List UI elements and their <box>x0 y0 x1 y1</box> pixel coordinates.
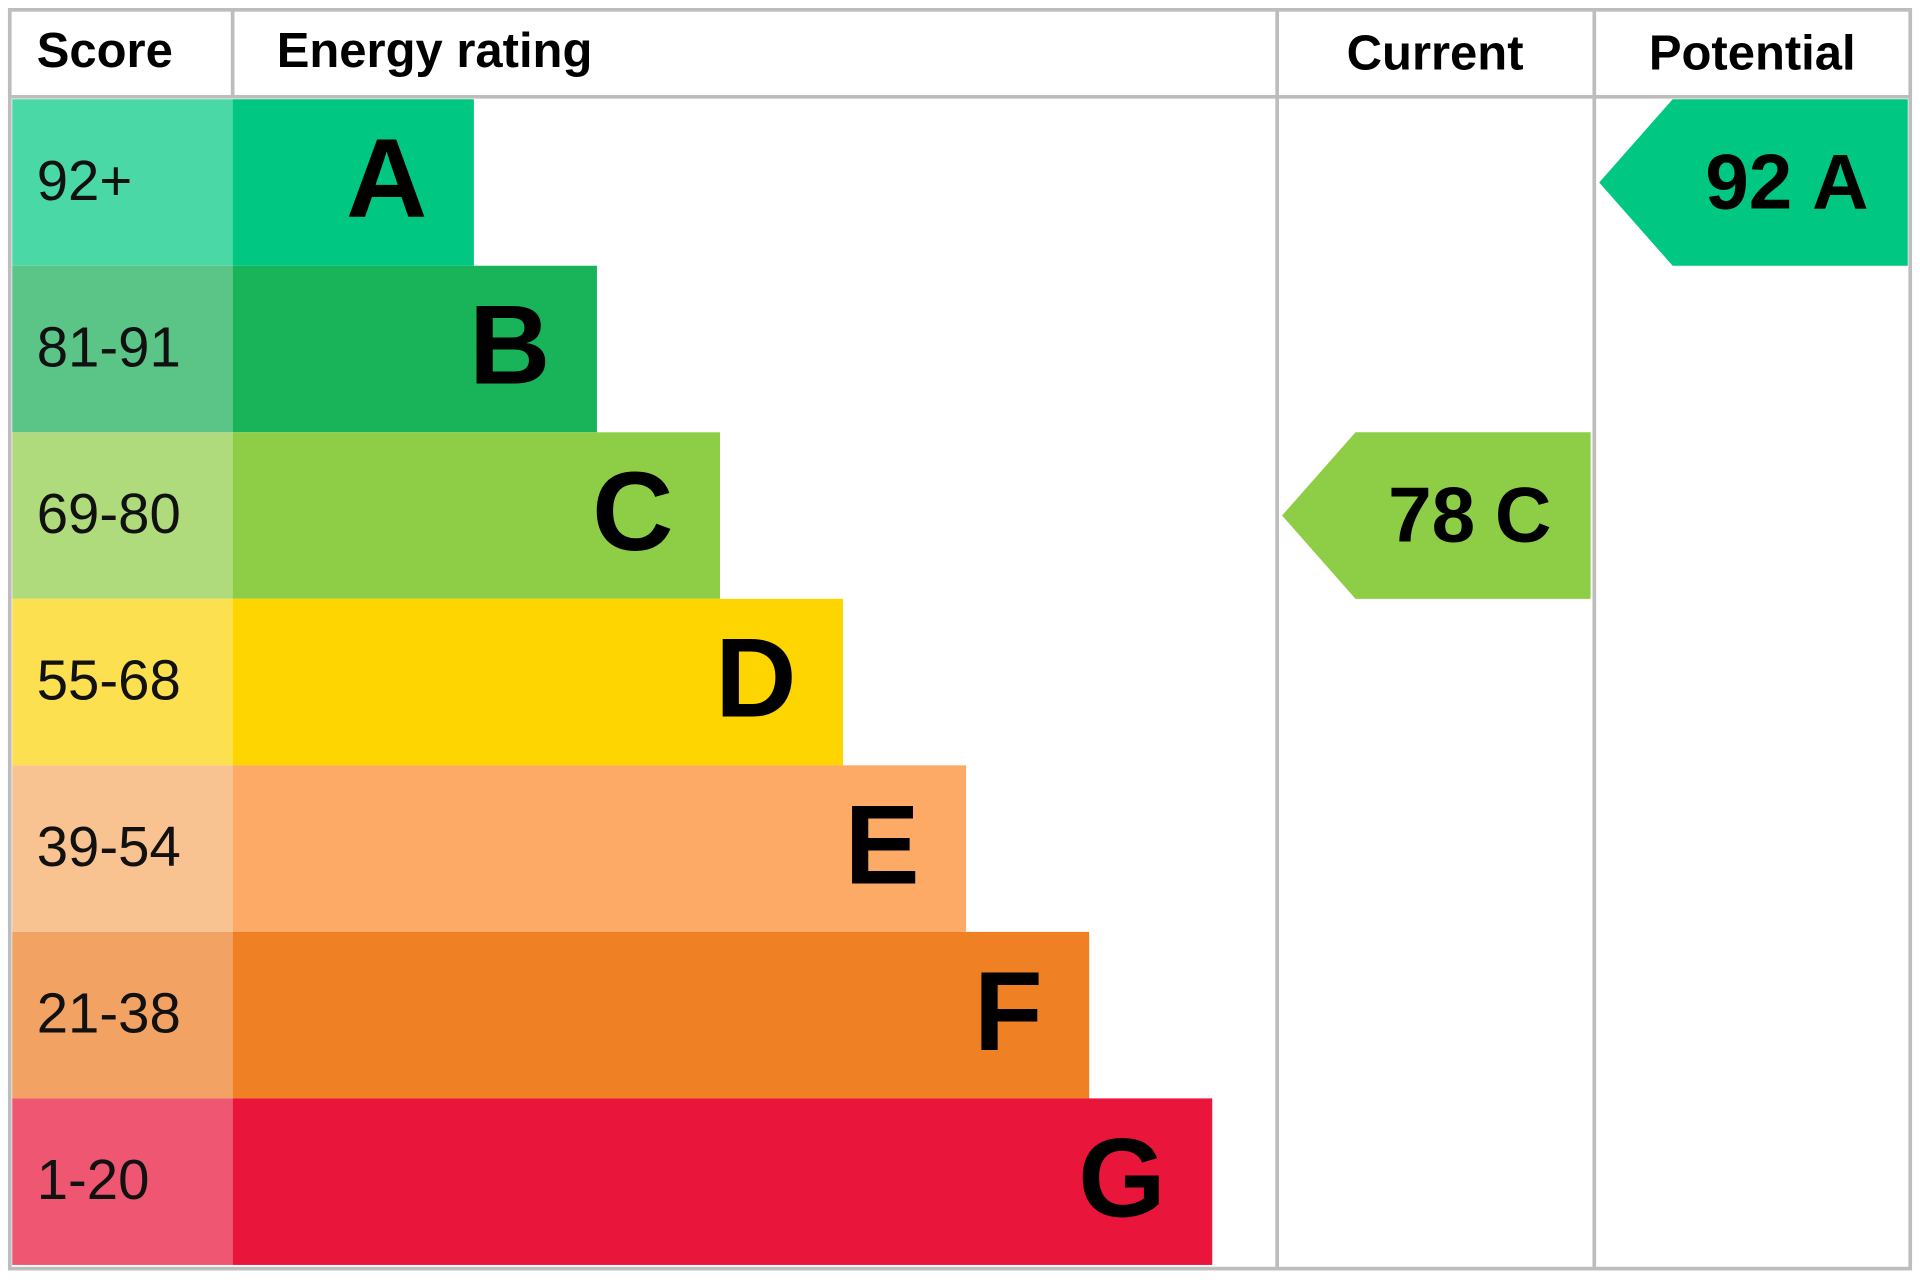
rating-letter: G <box>1078 1114 1166 1240</box>
score-range: 69-80 <box>37 482 181 545</box>
score-cell <box>12 1098 233 1265</box>
rating-letter: F <box>974 948 1043 1074</box>
potential-letter: A <box>1812 137 1869 225</box>
current-label: 78 C <box>1388 470 1551 558</box>
rating-letter: B <box>469 282 550 408</box>
rating-letter: E <box>844 781 919 907</box>
score-cell <box>12 265 233 433</box>
rating-bar <box>232 99 474 266</box>
score-cell <box>12 432 233 599</box>
score-cell <box>12 99 233 266</box>
rating-bar <box>232 265 597 433</box>
header-rating: Energy rating <box>277 24 593 78</box>
rating-bar <box>232 1098 1213 1265</box>
score-range: 21-38 <box>37 981 181 1044</box>
rating-bar <box>232 931 1090 1099</box>
frame <box>7 7 1913 1271</box>
potential-label: 92 A <box>1705 137 1868 225</box>
score-range: 39-54 <box>37 815 181 878</box>
current-arrow <box>1282 432 1591 599</box>
potential-arrow <box>1599 99 1908 266</box>
score-cell <box>12 931 233 1099</box>
rating-letter: A <box>346 115 427 241</box>
rating-bar <box>232 598 844 766</box>
rating-bar <box>232 765 967 932</box>
rating-letter: C <box>592 448 673 574</box>
current-score: 78 <box>1388 470 1475 558</box>
score-cell <box>12 765 233 932</box>
potential-score: 92 <box>1705 137 1792 225</box>
header-potential: Potential <box>1649 26 1856 80</box>
score-cell <box>12 598 233 766</box>
score-range: 81-91 <box>37 315 181 378</box>
score-range: 55-68 <box>37 648 181 711</box>
score-range: 92+ <box>37 149 133 212</box>
score-range: 1-20 <box>37 1148 150 1211</box>
header-current: Current <box>1347 26 1524 80</box>
current-letter: C <box>1495 470 1552 558</box>
rating-bar <box>232 432 720 599</box>
header-score: Score <box>37 24 173 78</box>
rating-letter: D <box>715 615 796 741</box>
